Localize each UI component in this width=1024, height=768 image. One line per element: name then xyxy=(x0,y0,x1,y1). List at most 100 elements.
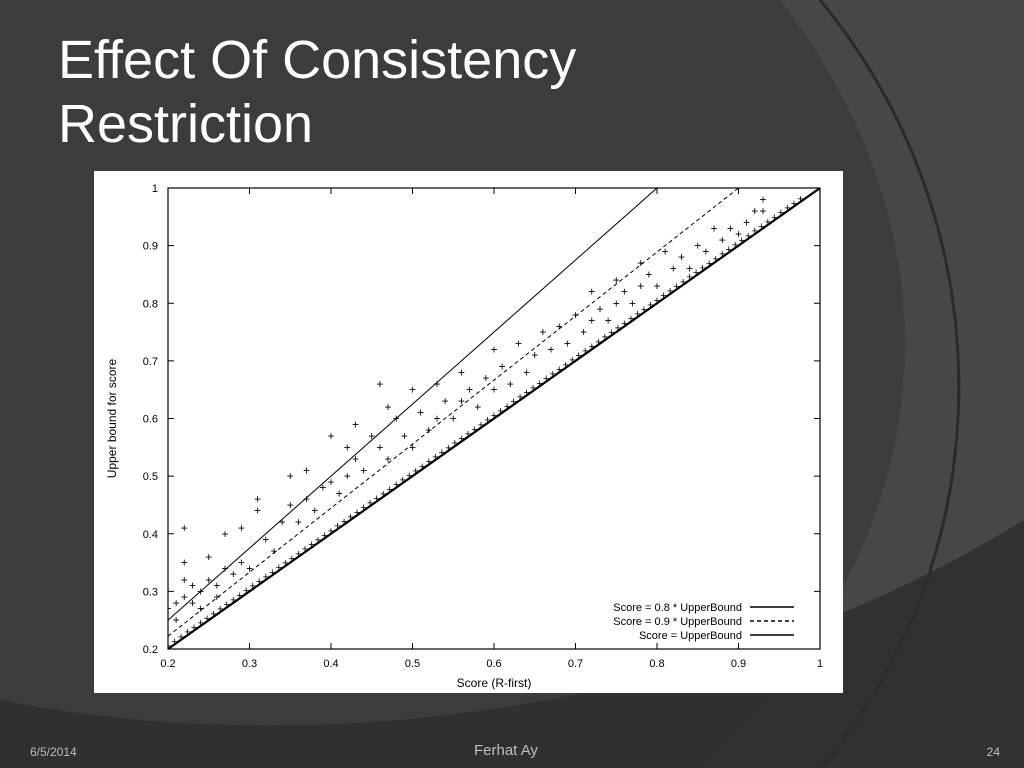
legend-label-3: Score = UpperBound xyxy=(639,630,742,642)
data-point: + xyxy=(341,516,347,528)
data-point: + xyxy=(413,465,419,477)
data-point: + xyxy=(417,406,424,420)
data-point: + xyxy=(352,452,359,466)
data-point: + xyxy=(222,527,229,541)
y-tick-label: 0.3 xyxy=(143,586,158,598)
data-point: + xyxy=(471,424,477,436)
data-point: + xyxy=(393,479,399,491)
legend-label-2: Score = 0.9 * UpperBound xyxy=(613,616,742,628)
data-point: + xyxy=(238,521,245,535)
data-point: + xyxy=(205,573,212,587)
data-point: + xyxy=(213,590,220,604)
data-point: + xyxy=(344,440,351,454)
data-point: + xyxy=(719,249,725,261)
data-point: + xyxy=(334,521,340,533)
data-point: + xyxy=(171,636,177,648)
data-point: + xyxy=(181,556,188,570)
data-point: + xyxy=(165,641,171,653)
data-point: + xyxy=(771,212,777,224)
data-point: + xyxy=(784,203,790,215)
data-point: + xyxy=(484,415,490,427)
data-point: + xyxy=(230,594,236,606)
data-point: + xyxy=(572,308,579,322)
data-point: + xyxy=(548,342,555,356)
data-point: + xyxy=(223,599,229,611)
data-point: + xyxy=(595,336,601,348)
data-point: + xyxy=(269,567,275,579)
data-point: + xyxy=(385,400,392,414)
data-point: + xyxy=(303,463,310,477)
data-point: + xyxy=(719,233,726,247)
data-point: + xyxy=(507,377,514,391)
data-point: + xyxy=(328,525,334,537)
data-point: + xyxy=(367,498,373,510)
data-point: + xyxy=(282,558,288,570)
data-point: + xyxy=(778,207,784,219)
data-point: + xyxy=(759,204,766,218)
x-tick-label: 0.7 xyxy=(568,658,583,670)
data-point: + xyxy=(311,504,318,518)
slide-title-line1: Effect Of Consistency xyxy=(58,30,577,90)
data-point: + xyxy=(765,216,771,228)
point-band: + + + + + + + + + + + + + + + + + + + + + + + + + + + + + + + + + + + + + + + +… xyxy=(165,193,804,653)
data-point: + xyxy=(680,276,686,288)
data-point: + xyxy=(458,394,465,408)
data-point: + xyxy=(699,263,705,275)
x-tick-label: 0.9 xyxy=(731,658,746,670)
slide-title-line2: Restriction xyxy=(58,94,314,154)
data-point: + xyxy=(797,193,803,205)
data-point: + xyxy=(217,604,223,616)
data-point: + xyxy=(205,550,212,564)
data-point: + xyxy=(433,377,440,391)
x-tick-label: 0.3 xyxy=(242,658,257,670)
data-point: + xyxy=(490,383,497,397)
data-point: + xyxy=(409,383,416,397)
data-point: + xyxy=(536,378,542,390)
data-point: + xyxy=(181,573,188,587)
data-point: + xyxy=(589,341,595,353)
data-point: + xyxy=(670,262,677,276)
y-tick-label: 0.4 xyxy=(143,529,158,541)
data-point: + xyxy=(164,602,171,616)
data-point: + xyxy=(409,440,416,454)
data-point: + xyxy=(637,279,644,293)
data-point: + xyxy=(634,309,640,321)
data-point: + xyxy=(596,302,603,316)
data-point: + xyxy=(439,447,445,459)
reference-line-2 xyxy=(168,188,740,637)
x-tick-label: 0.8 xyxy=(649,658,664,670)
data-point: + xyxy=(706,258,712,270)
x-tick-label: 0.5 xyxy=(405,658,420,670)
y-tick-label: 0.5 xyxy=(143,471,158,483)
data-point: + xyxy=(758,221,764,233)
data-point: + xyxy=(336,486,343,500)
data-point: + xyxy=(549,369,555,381)
data-point: + xyxy=(465,428,471,440)
data-point: + xyxy=(256,576,262,588)
data-point: + xyxy=(517,392,523,404)
data-point: + xyxy=(694,239,701,253)
data-point: + xyxy=(605,314,612,328)
data-point: + xyxy=(504,401,510,413)
data-point: + xyxy=(739,235,745,247)
y-tick-label: 0.2 xyxy=(143,644,158,656)
data-point: + xyxy=(645,267,652,281)
data-point: + xyxy=(515,337,522,351)
data-point: + xyxy=(613,296,620,310)
data-point: + xyxy=(530,382,536,394)
data-point: + xyxy=(254,504,261,518)
data-point: + xyxy=(474,400,481,414)
data-point: + xyxy=(686,262,693,276)
data-point: + xyxy=(563,359,569,371)
data-point: + xyxy=(752,226,758,238)
data-point: + xyxy=(491,410,497,422)
data-point: + xyxy=(629,296,636,310)
scatter-chart: 0.2 0.3 0.4 0.5 0.6 0.7 0.8 0.9 1 0.2 0.3 0.4 0.5 0.6… xyxy=(105,183,823,690)
data-point: + xyxy=(615,322,621,334)
data-point: + xyxy=(602,332,608,344)
data-point: + xyxy=(743,216,750,230)
data-point: + xyxy=(588,285,595,299)
data-point: + xyxy=(608,327,614,339)
data-point: + xyxy=(458,365,465,379)
data-point: + xyxy=(376,440,383,454)
